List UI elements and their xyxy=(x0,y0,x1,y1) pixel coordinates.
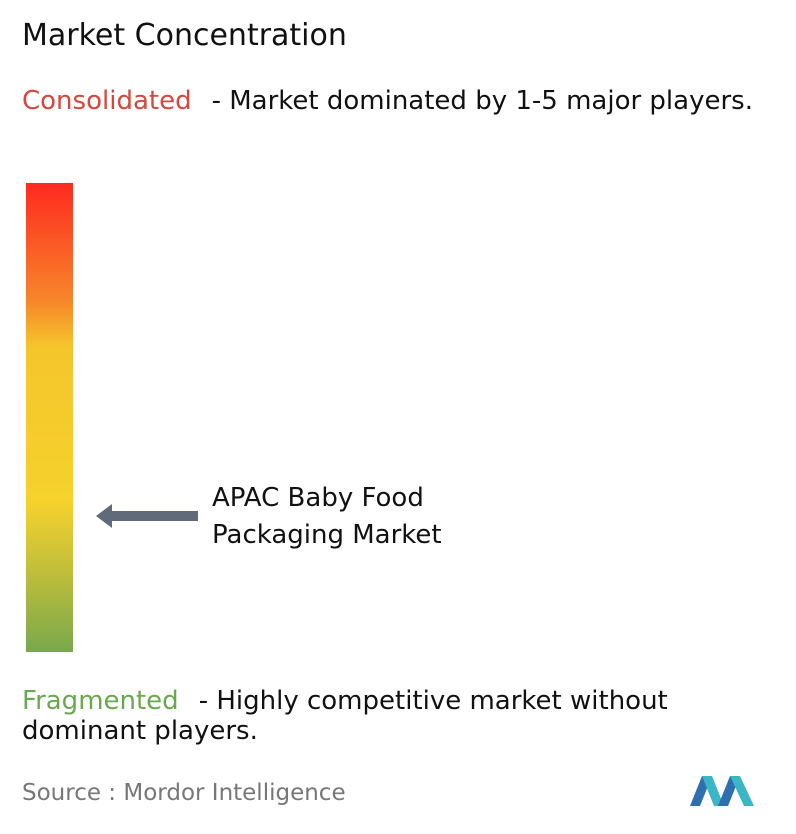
logo-part xyxy=(702,776,724,806)
source-name: Mordor Intelligence xyxy=(123,780,346,806)
consolidated-description: - Market dominated by 1-5 major players. xyxy=(211,86,753,116)
concentration-gradient-bar xyxy=(26,183,73,652)
arrow-shape xyxy=(96,504,198,528)
arrow xyxy=(96,504,198,528)
fragmented-description: - Highly competitive market without domi… xyxy=(22,686,668,746)
title: Market Concentration xyxy=(22,18,347,53)
consolidated-row: Consolidated - Market dominated by 1-5 ma… xyxy=(22,86,792,116)
source: Source : Mordor Intelligence xyxy=(22,780,346,806)
consolidated-label: Consolidated xyxy=(22,86,192,116)
source-label: Source : xyxy=(22,780,117,806)
fragmented-label: Fragmented xyxy=(22,686,179,716)
logo xyxy=(690,776,754,806)
fragmented-row: Fragmented - Highly competitive market wi… xyxy=(22,686,792,746)
market-label: APAC Baby Food Packaging Market xyxy=(212,483,442,550)
logo-part xyxy=(730,776,754,806)
